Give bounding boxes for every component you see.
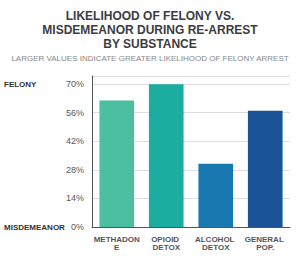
svg-text:LIKELIHOOD OF FELONY VS.: LIKELIHOOD OF FELONY VS.	[66, 9, 234, 23]
svg-text:DETOX: DETOX	[202, 243, 230, 252]
svg-text:GENERAL: GENERAL	[244, 234, 286, 244]
svg-text:28%: 28%	[66, 165, 84, 175]
svg-text:MISDEMEANOR DURING RE-ARREST: MISDEMEANOR DURING RE-ARREST	[42, 23, 258, 37]
svg-text:14%: 14%	[66, 193, 84, 203]
svg-text:OPIOID: OPIOID	[151, 234, 182, 244]
svg-text:56%: 56%	[66, 108, 84, 118]
svg-text:BY SUBSTANCE: BY SUBSTANCE	[103, 37, 197, 51]
svg-text:70%: 70%	[66, 79, 84, 89]
svg-text:0%: 0%	[71, 222, 84, 232]
svg-text:E: E	[114, 243, 120, 252]
svg-text:ALCOHOL: ALCOHOL	[194, 234, 237, 244]
svg-text:LARGER VALUES INDICATE GREATER: LARGER VALUES INDICATE GREATER LIKELIHOO…	[11, 54, 288, 63]
svg-text:FELONY: FELONY	[4, 80, 37, 89]
svg-text:POP.: POP.	[256, 243, 274, 252]
svg-text:METHADON: METHADON	[93, 234, 140, 244]
svg-text:MISDEMEANOR: MISDEMEANOR	[4, 223, 65, 232]
svg-text:DETOX: DETOX	[153, 243, 181, 252]
svg-text:42%: 42%	[66, 136, 84, 146]
